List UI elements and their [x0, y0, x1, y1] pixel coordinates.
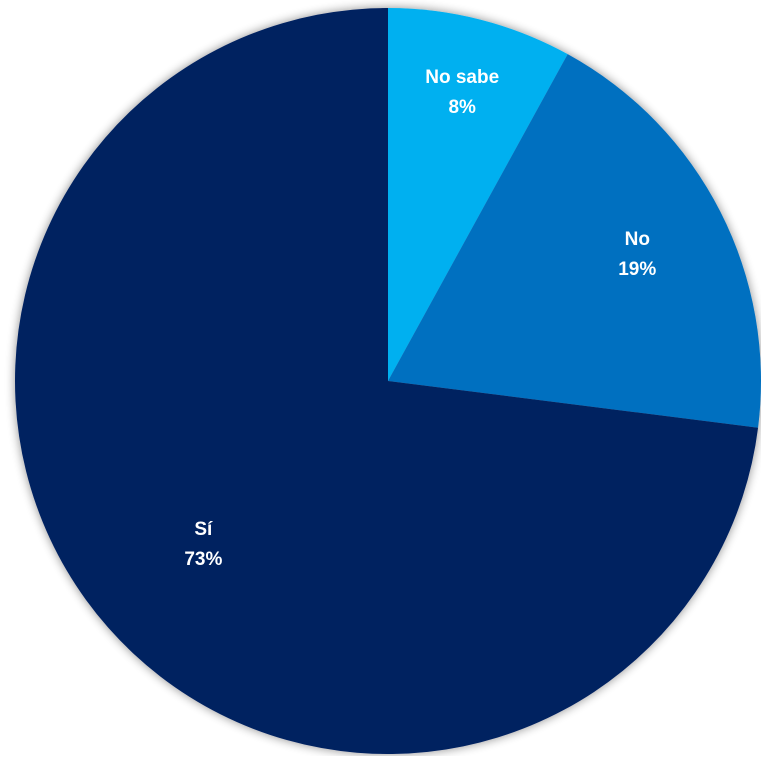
pie-slice-no-sabe	[388, 8, 568, 381]
pie-slices	[15, 8, 761, 755]
slice-percent-label: 19%	[618, 259, 656, 280]
slice-category-label: No sabe	[425, 67, 499, 88]
slice-percent-label: 8%	[448, 97, 476, 118]
slice-category-label: No	[625, 229, 650, 250]
pie-data-labels: No sabe 8% No 19% Sí 73%	[184, 67, 656, 570]
pie-slice-no	[388, 54, 761, 428]
slice-category-label: Sí	[194, 519, 213, 540]
slice-percent-label: 73%	[184, 549, 222, 570]
pie-slice-si	[15, 8, 759, 755]
